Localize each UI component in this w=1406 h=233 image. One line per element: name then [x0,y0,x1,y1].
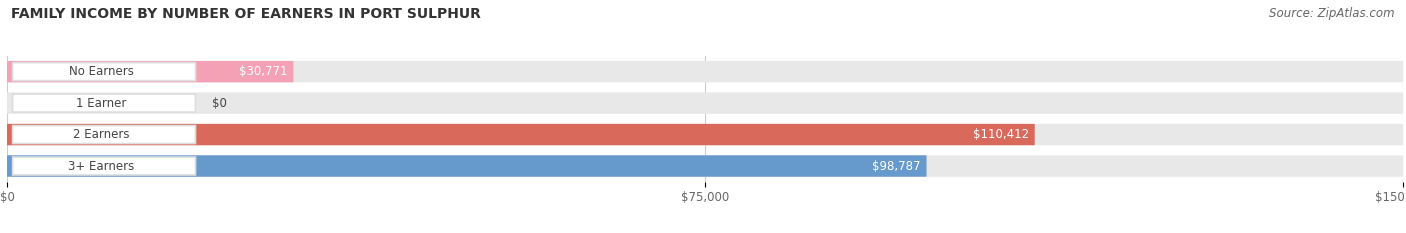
FancyBboxPatch shape [7,61,1403,82]
Text: $30,771: $30,771 [239,65,288,78]
Text: 3+ Earners: 3+ Earners [67,160,135,172]
FancyBboxPatch shape [13,63,195,81]
FancyBboxPatch shape [7,124,1035,145]
FancyBboxPatch shape [7,124,1403,145]
FancyBboxPatch shape [13,157,195,175]
FancyBboxPatch shape [7,155,927,177]
Text: 1 Earner: 1 Earner [76,97,127,110]
FancyBboxPatch shape [13,126,195,144]
Text: $98,787: $98,787 [873,160,921,172]
Text: $0: $0 [212,97,228,110]
FancyBboxPatch shape [7,93,1403,114]
Text: FAMILY INCOME BY NUMBER OF EARNERS IN PORT SULPHUR: FAMILY INCOME BY NUMBER OF EARNERS IN PO… [11,7,481,21]
Text: No Earners: No Earners [69,65,134,78]
FancyBboxPatch shape [13,94,195,112]
Text: 2 Earners: 2 Earners [73,128,129,141]
FancyBboxPatch shape [7,61,294,82]
Text: Source: ZipAtlas.com: Source: ZipAtlas.com [1270,7,1395,20]
Text: $110,412: $110,412 [973,128,1029,141]
FancyBboxPatch shape [7,155,1403,177]
